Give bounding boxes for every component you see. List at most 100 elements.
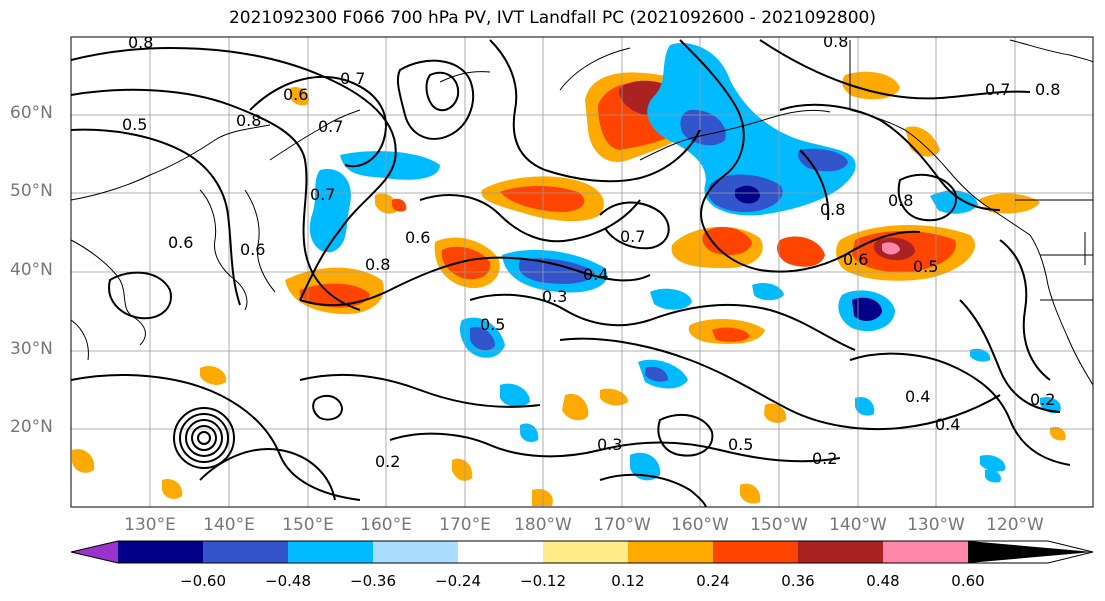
colorbar-tick-label: 0.24 <box>696 572 730 590</box>
colorbar-tick-label: −0.12 <box>520 572 566 590</box>
shade-negative <box>309 169 351 253</box>
shade-positive <box>562 393 589 421</box>
colorbar-tick-label: 0.12 <box>611 572 645 590</box>
contour-label: 0.3 <box>542 287 567 306</box>
shade-negative <box>470 327 495 351</box>
colorbar-tick-label: −0.24 <box>435 572 481 590</box>
shade-positive <box>200 365 227 385</box>
contour-label: 0.4 <box>583 265 608 284</box>
colorbar-tick-label: −0.36 <box>350 572 396 590</box>
colorbar-tick-label: −0.48 <box>265 572 311 590</box>
lat-label-40n: 40°N <box>10 260 53 280</box>
lon-label-170e: 170°E <box>439 515 491 535</box>
shade-negative <box>500 383 530 407</box>
shade-positive <box>842 71 900 100</box>
contour-label: 0.8 <box>888 191 913 210</box>
contour-label: 0.7 <box>340 69 365 88</box>
contour-label: 0.8 <box>820 200 845 219</box>
shade-negative <box>970 348 991 362</box>
lon-label-130w: 130°W <box>907 515 965 535</box>
contour-label: 0.5 <box>913 257 938 276</box>
colorbar-segment <box>118 541 203 563</box>
shade-positive <box>712 327 750 342</box>
shade-positive <box>1050 426 1066 441</box>
shade-positive <box>532 488 553 506</box>
shade-positive <box>72 449 95 473</box>
shade-positive <box>452 458 473 481</box>
lon-label-140w: 140°W <box>829 515 887 535</box>
shade-negative <box>630 452 661 481</box>
lon-label-170w: 170°W <box>593 515 651 535</box>
lat-label-60n: 60°N <box>10 103 53 123</box>
shade-positive <box>764 403 787 423</box>
typhoon-contours <box>173 407 235 469</box>
contour-label: 0.2 <box>375 452 400 471</box>
lon-label-140e: 140°E <box>203 515 255 535</box>
colorbar-segment <box>798 541 883 563</box>
contour-label: 0.7 <box>310 185 335 204</box>
lat-label-50n: 50°N <box>10 181 53 201</box>
shade-negative <box>752 283 784 301</box>
shade-positive <box>702 227 752 255</box>
contour-label: 0.8 <box>823 32 848 51</box>
contour-label: 0.8 <box>1035 80 1060 99</box>
shade-negative <box>980 454 1006 472</box>
colorbar-tick-label: −0.60 <box>180 572 226 590</box>
map-frame <box>70 36 1094 508</box>
contour-label: 0.6 <box>168 233 193 252</box>
contour-label: 0.3 <box>597 435 622 454</box>
lat-label-30n: 30°N <box>10 339 53 359</box>
contour-label: 0.7 <box>620 227 645 246</box>
lon-label-130e: 130°E <box>124 515 176 535</box>
shade-negative <box>985 469 1001 483</box>
shade-positive <box>905 126 940 157</box>
contour-label: 0.2 <box>812 449 837 468</box>
colorbar-tick-label: 0.48 <box>866 572 900 590</box>
shade-negative <box>340 151 440 180</box>
contour-label: 0.8 <box>365 255 390 274</box>
colorbar-segment <box>203 541 288 563</box>
shade-positive <box>441 246 491 280</box>
colorbar-segment <box>628 541 713 563</box>
contour-label: 0.5 <box>122 115 147 134</box>
lon-label-120w: 120°W <box>986 515 1044 535</box>
contour-label: 0.8 <box>236 111 261 130</box>
colorbar-segment <box>883 541 968 563</box>
shade-negative <box>518 258 595 284</box>
colorbar-segment <box>543 541 628 563</box>
shade-positive <box>500 186 585 212</box>
contour-label: 0.4 <box>935 415 960 434</box>
shade-negative <box>852 297 882 321</box>
shade-negative <box>647 43 856 216</box>
lon-label-160w: 160°W <box>671 515 729 535</box>
colorbar-extend-min <box>71 541 118 563</box>
colorbar-segment <box>713 541 798 563</box>
graticule <box>71 37 1093 507</box>
lon-label-160e: 160°E <box>360 515 412 535</box>
shade-positive <box>392 198 407 212</box>
lat-label-20n: 20°N <box>10 417 53 437</box>
contour-lines <box>71 39 1071 507</box>
coastlines <box>71 39 1093 386</box>
shade-positive <box>777 236 825 267</box>
shade-negative <box>520 423 539 443</box>
colorbar-tick-label: 0.36 <box>781 572 815 590</box>
shade-negative <box>798 148 848 172</box>
colorbar-segment <box>288 541 373 563</box>
contour-label: 0.6 <box>240 240 265 259</box>
shade-negative <box>645 366 668 382</box>
contour-label: 0.6 <box>405 228 430 247</box>
shade-positive <box>740 483 761 504</box>
shade-positive <box>600 388 628 406</box>
shade-negative <box>680 109 726 146</box>
colorbar-segment <box>373 541 458 563</box>
colorbar-extend-max <box>968 541 1093 563</box>
lon-label-180w: 180°W <box>514 515 572 535</box>
contour-label: 0.6 <box>843 250 868 269</box>
contour-label: 0.4 <box>905 387 930 406</box>
colorbar-outline <box>70 540 1094 564</box>
map-plot-area: 0.8 0.7 0.6 0.7 0.5 0.8 0.7 0.6 0.6 0.8 … <box>71 32 1093 507</box>
lon-label-150e: 150°E <box>282 515 334 535</box>
colorbar-tick-label: 0.60 <box>951 572 985 590</box>
